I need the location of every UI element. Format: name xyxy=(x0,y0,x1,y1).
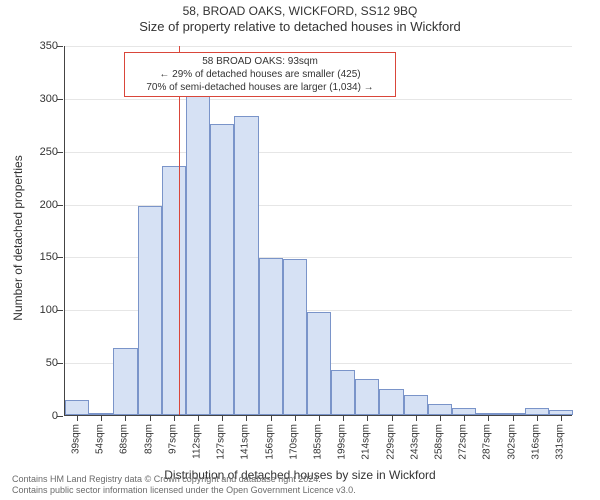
y-tick-label: 200 xyxy=(40,199,58,211)
x-tick xyxy=(319,416,320,421)
x-tick-label: 229sqm xyxy=(385,424,396,460)
x-tick-label: 316sqm xyxy=(530,424,541,460)
histogram-bar xyxy=(89,413,113,415)
x-tick xyxy=(150,416,151,421)
histogram-bar xyxy=(138,206,162,415)
y-tick-label: 350 xyxy=(40,40,58,52)
x-tick xyxy=(488,416,489,421)
x-tick xyxy=(222,416,223,421)
x-tick xyxy=(416,416,417,421)
y-tick-label: 250 xyxy=(40,146,58,158)
x-tick xyxy=(464,416,465,421)
x-tick-label: 54sqm xyxy=(95,424,106,454)
x-tick xyxy=(125,416,126,421)
x-tick-label: 141sqm xyxy=(240,424,251,460)
x-tick xyxy=(513,416,514,421)
y-axis-label: Number of detached properties xyxy=(11,155,25,320)
x-tick xyxy=(295,416,296,421)
annotation-line: 58 BROAD OAKS: 93sqm xyxy=(131,55,389,68)
histogram-bar xyxy=(404,395,428,415)
histogram-bar xyxy=(355,379,379,415)
histogram-bar xyxy=(476,413,500,415)
x-tick xyxy=(343,416,344,421)
chart-container: 58, BROAD OAKS, WICKFORD, SS12 9BQ Size … xyxy=(0,0,600,500)
x-tick-label: 302sqm xyxy=(506,424,517,460)
x-tick xyxy=(101,416,102,421)
y-tick-label: 150 xyxy=(40,251,58,263)
histogram-bar xyxy=(162,166,186,415)
x-tick xyxy=(367,416,368,421)
x-tick xyxy=(174,416,175,421)
x-tick-label: 272sqm xyxy=(458,424,469,460)
annotation-line: ← 29% of detached houses are smaller (42… xyxy=(131,68,389,81)
histogram-bar xyxy=(500,413,524,415)
histogram-bar xyxy=(234,116,258,415)
x-tick-label: 214sqm xyxy=(361,424,372,460)
histogram-bar xyxy=(307,312,331,415)
histogram-bar xyxy=(331,370,355,415)
footer-line-2: Contains public sector information licen… xyxy=(12,485,356,496)
histogram-bar xyxy=(428,404,452,415)
histogram-bar xyxy=(65,400,89,415)
x-tick-label: 39sqm xyxy=(71,424,82,454)
histogram-bar xyxy=(525,408,549,415)
footer-attribution: Contains HM Land Registry data © Crown c… xyxy=(12,474,356,497)
chart-subtitle: Size of property relative to detached ho… xyxy=(0,19,600,35)
x-tick-label: 199sqm xyxy=(337,424,348,460)
footer-line-1: Contains HM Land Registry data © Crown c… xyxy=(12,474,356,485)
x-tick-label: 331sqm xyxy=(554,424,565,460)
x-tick-label: 112sqm xyxy=(192,424,203,459)
histogram-bar xyxy=(549,410,573,415)
x-tick xyxy=(561,416,562,421)
histogram-bar xyxy=(379,389,403,415)
address-line: 58, BROAD OAKS, WICKFORD, SS12 9BQ xyxy=(0,4,600,19)
x-tick-label: 258sqm xyxy=(433,424,444,460)
x-tick-label: 243sqm xyxy=(409,424,420,460)
property-marker-line xyxy=(179,46,180,415)
histogram-bar xyxy=(283,259,307,415)
x-tick-label: 185sqm xyxy=(313,424,324,460)
x-tick-label: 97sqm xyxy=(167,424,178,454)
x-tick-label: 170sqm xyxy=(288,424,299,460)
title-block: 58, BROAD OAKS, WICKFORD, SS12 9BQ Size … xyxy=(0,4,600,35)
gridline xyxy=(65,99,572,100)
x-tick-label: 127sqm xyxy=(216,424,227,460)
x-tick xyxy=(198,416,199,421)
y-tick-label: 100 xyxy=(40,304,58,316)
x-tick-label: 68sqm xyxy=(119,424,130,454)
gridline xyxy=(65,46,572,47)
y-tick-label: 50 xyxy=(46,357,58,369)
histogram-bar xyxy=(452,408,476,415)
annotation-box: 58 BROAD OAKS: 93sqm← 29% of detached ho… xyxy=(124,52,396,97)
plot-wrap: 58 BROAD OAKS: 93sqm← 29% of detached ho… xyxy=(64,46,572,416)
gridline xyxy=(65,152,572,153)
y-tick-label: 300 xyxy=(40,93,58,105)
histogram-bar xyxy=(186,95,210,415)
x-tick-label: 83sqm xyxy=(143,424,154,454)
x-tick xyxy=(537,416,538,421)
x-tick xyxy=(271,416,272,421)
histogram-bar xyxy=(113,348,137,415)
x-tick xyxy=(392,416,393,421)
y-tick-label: 0 xyxy=(52,410,58,422)
x-tick xyxy=(246,416,247,421)
histogram-bar xyxy=(210,124,234,415)
x-tick xyxy=(77,416,78,421)
annotation-line: 70% of semi-detached houses are larger (… xyxy=(131,81,389,94)
plot-area xyxy=(64,46,572,416)
x-tick-label: 287sqm xyxy=(482,424,493,460)
x-tick xyxy=(440,416,441,421)
histogram-bar xyxy=(259,258,283,416)
x-tick-label: 156sqm xyxy=(264,424,275,460)
